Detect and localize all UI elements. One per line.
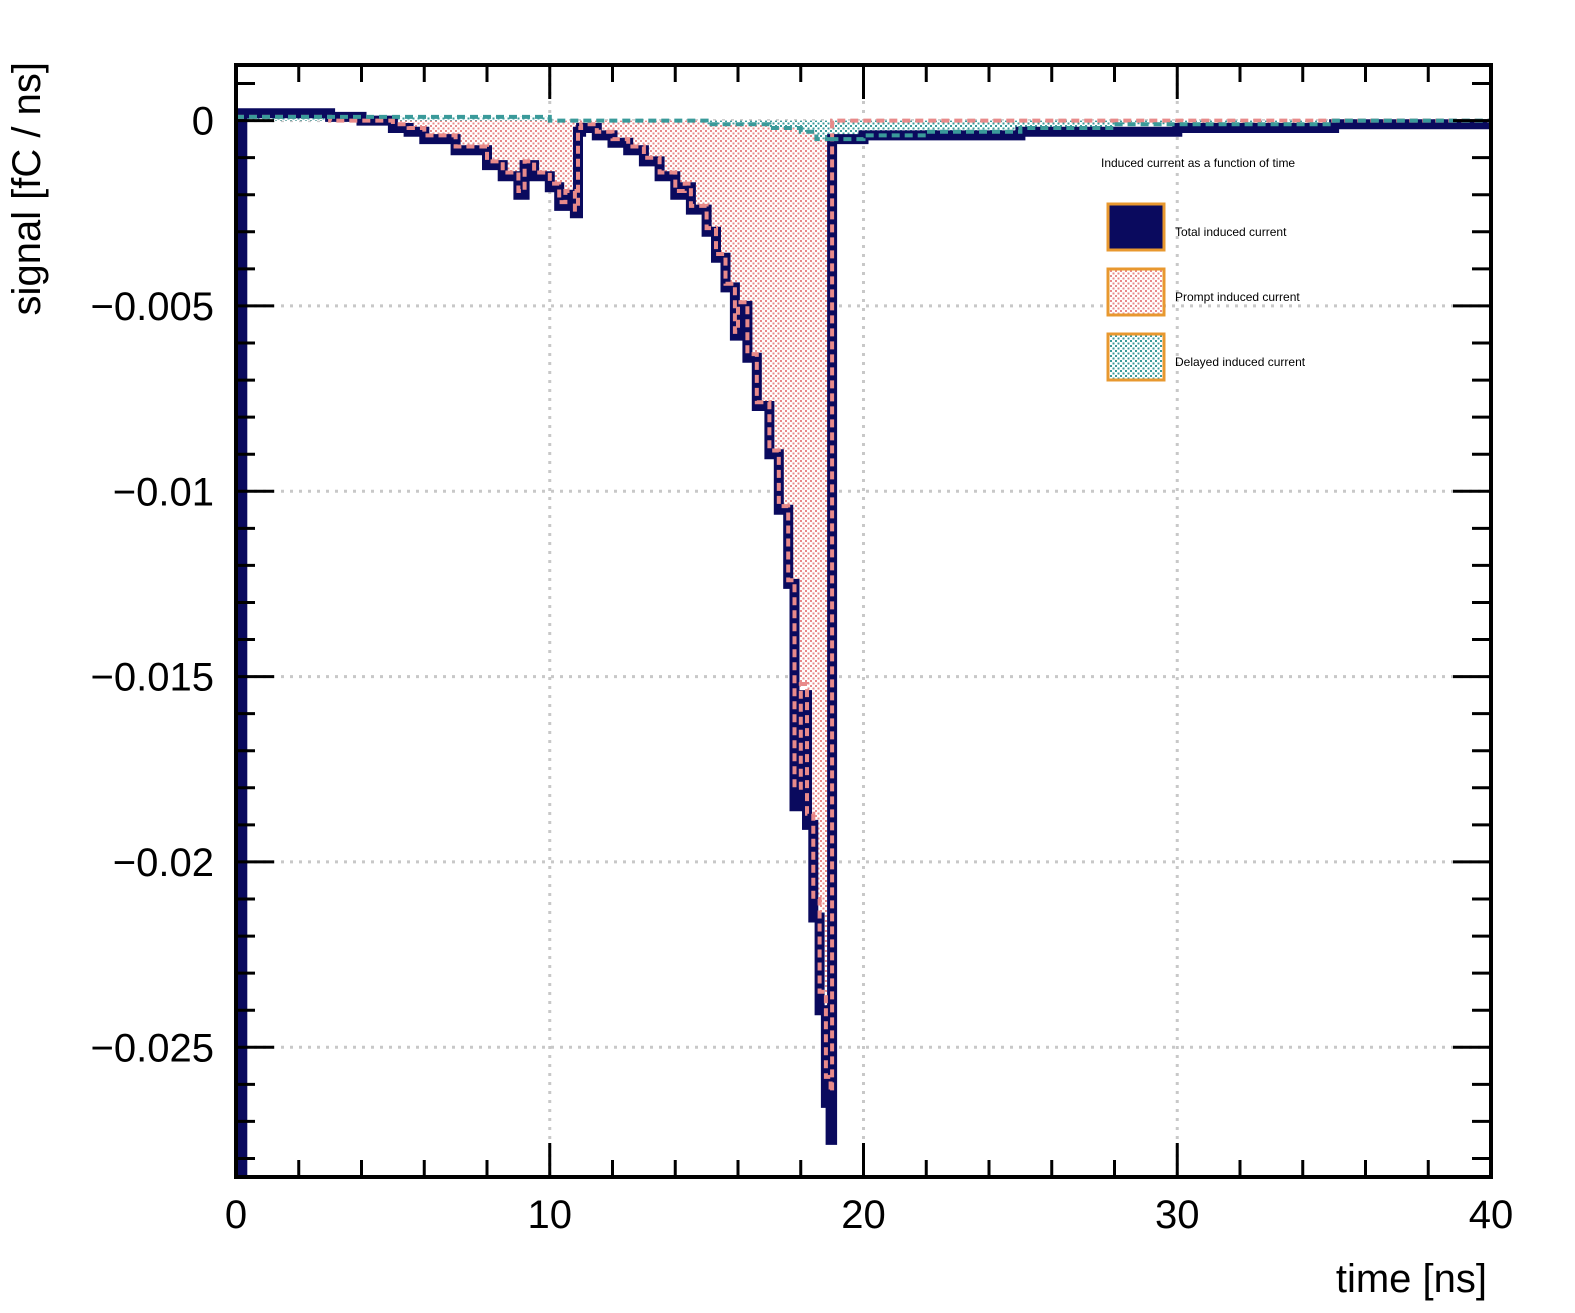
grid-lines xyxy=(236,65,1491,1177)
prompt-current-line xyxy=(236,114,1491,1094)
legend-swatch-total xyxy=(1106,202,1166,252)
x-tick-label: 0 xyxy=(225,1193,247,1237)
legend-title: Induced current as a function of time xyxy=(1101,156,1295,170)
total-current-line xyxy=(236,108,1491,1177)
legend: Induced current as a function of time To… xyxy=(1101,156,1306,382)
x-tick-label: 30 xyxy=(1155,1193,1200,1237)
x-tick-label: 20 xyxy=(841,1193,886,1237)
legend-label-delayed: Delayed induced current xyxy=(1175,355,1306,369)
series-layer xyxy=(236,108,1491,1177)
y-tick-label: −0.02 xyxy=(113,841,214,885)
axis-tick-labels: 0 10 20 30 40 0 −0.005 −0.01 −0.015 −0.02 −0.025 xyxy=(91,100,1514,1237)
y-tick-label: −0.025 xyxy=(91,1026,214,1070)
y-tick-label: −0.015 xyxy=(91,656,214,700)
legend-swatch-prompt xyxy=(1106,267,1166,317)
x-tick-label: 10 xyxy=(528,1193,573,1237)
delayed-current-line xyxy=(236,114,1491,143)
legend-swatch-delayed xyxy=(1106,332,1166,382)
axis-ticks xyxy=(234,65,1493,1177)
y-tick-label: 0 xyxy=(192,100,214,144)
x-axis-label: time [ns] xyxy=(1336,1257,1487,1301)
y-tick-label: −0.01 xyxy=(113,470,214,514)
y-tick-label: −0.005 xyxy=(91,285,214,329)
x-tick-label: 40 xyxy=(1469,1193,1514,1237)
legend-label-prompt: Prompt induced current xyxy=(1175,290,1300,304)
legend-label-total: Total induced current xyxy=(1175,225,1287,239)
y-axis-label: signal [fC / ns] xyxy=(5,62,49,315)
